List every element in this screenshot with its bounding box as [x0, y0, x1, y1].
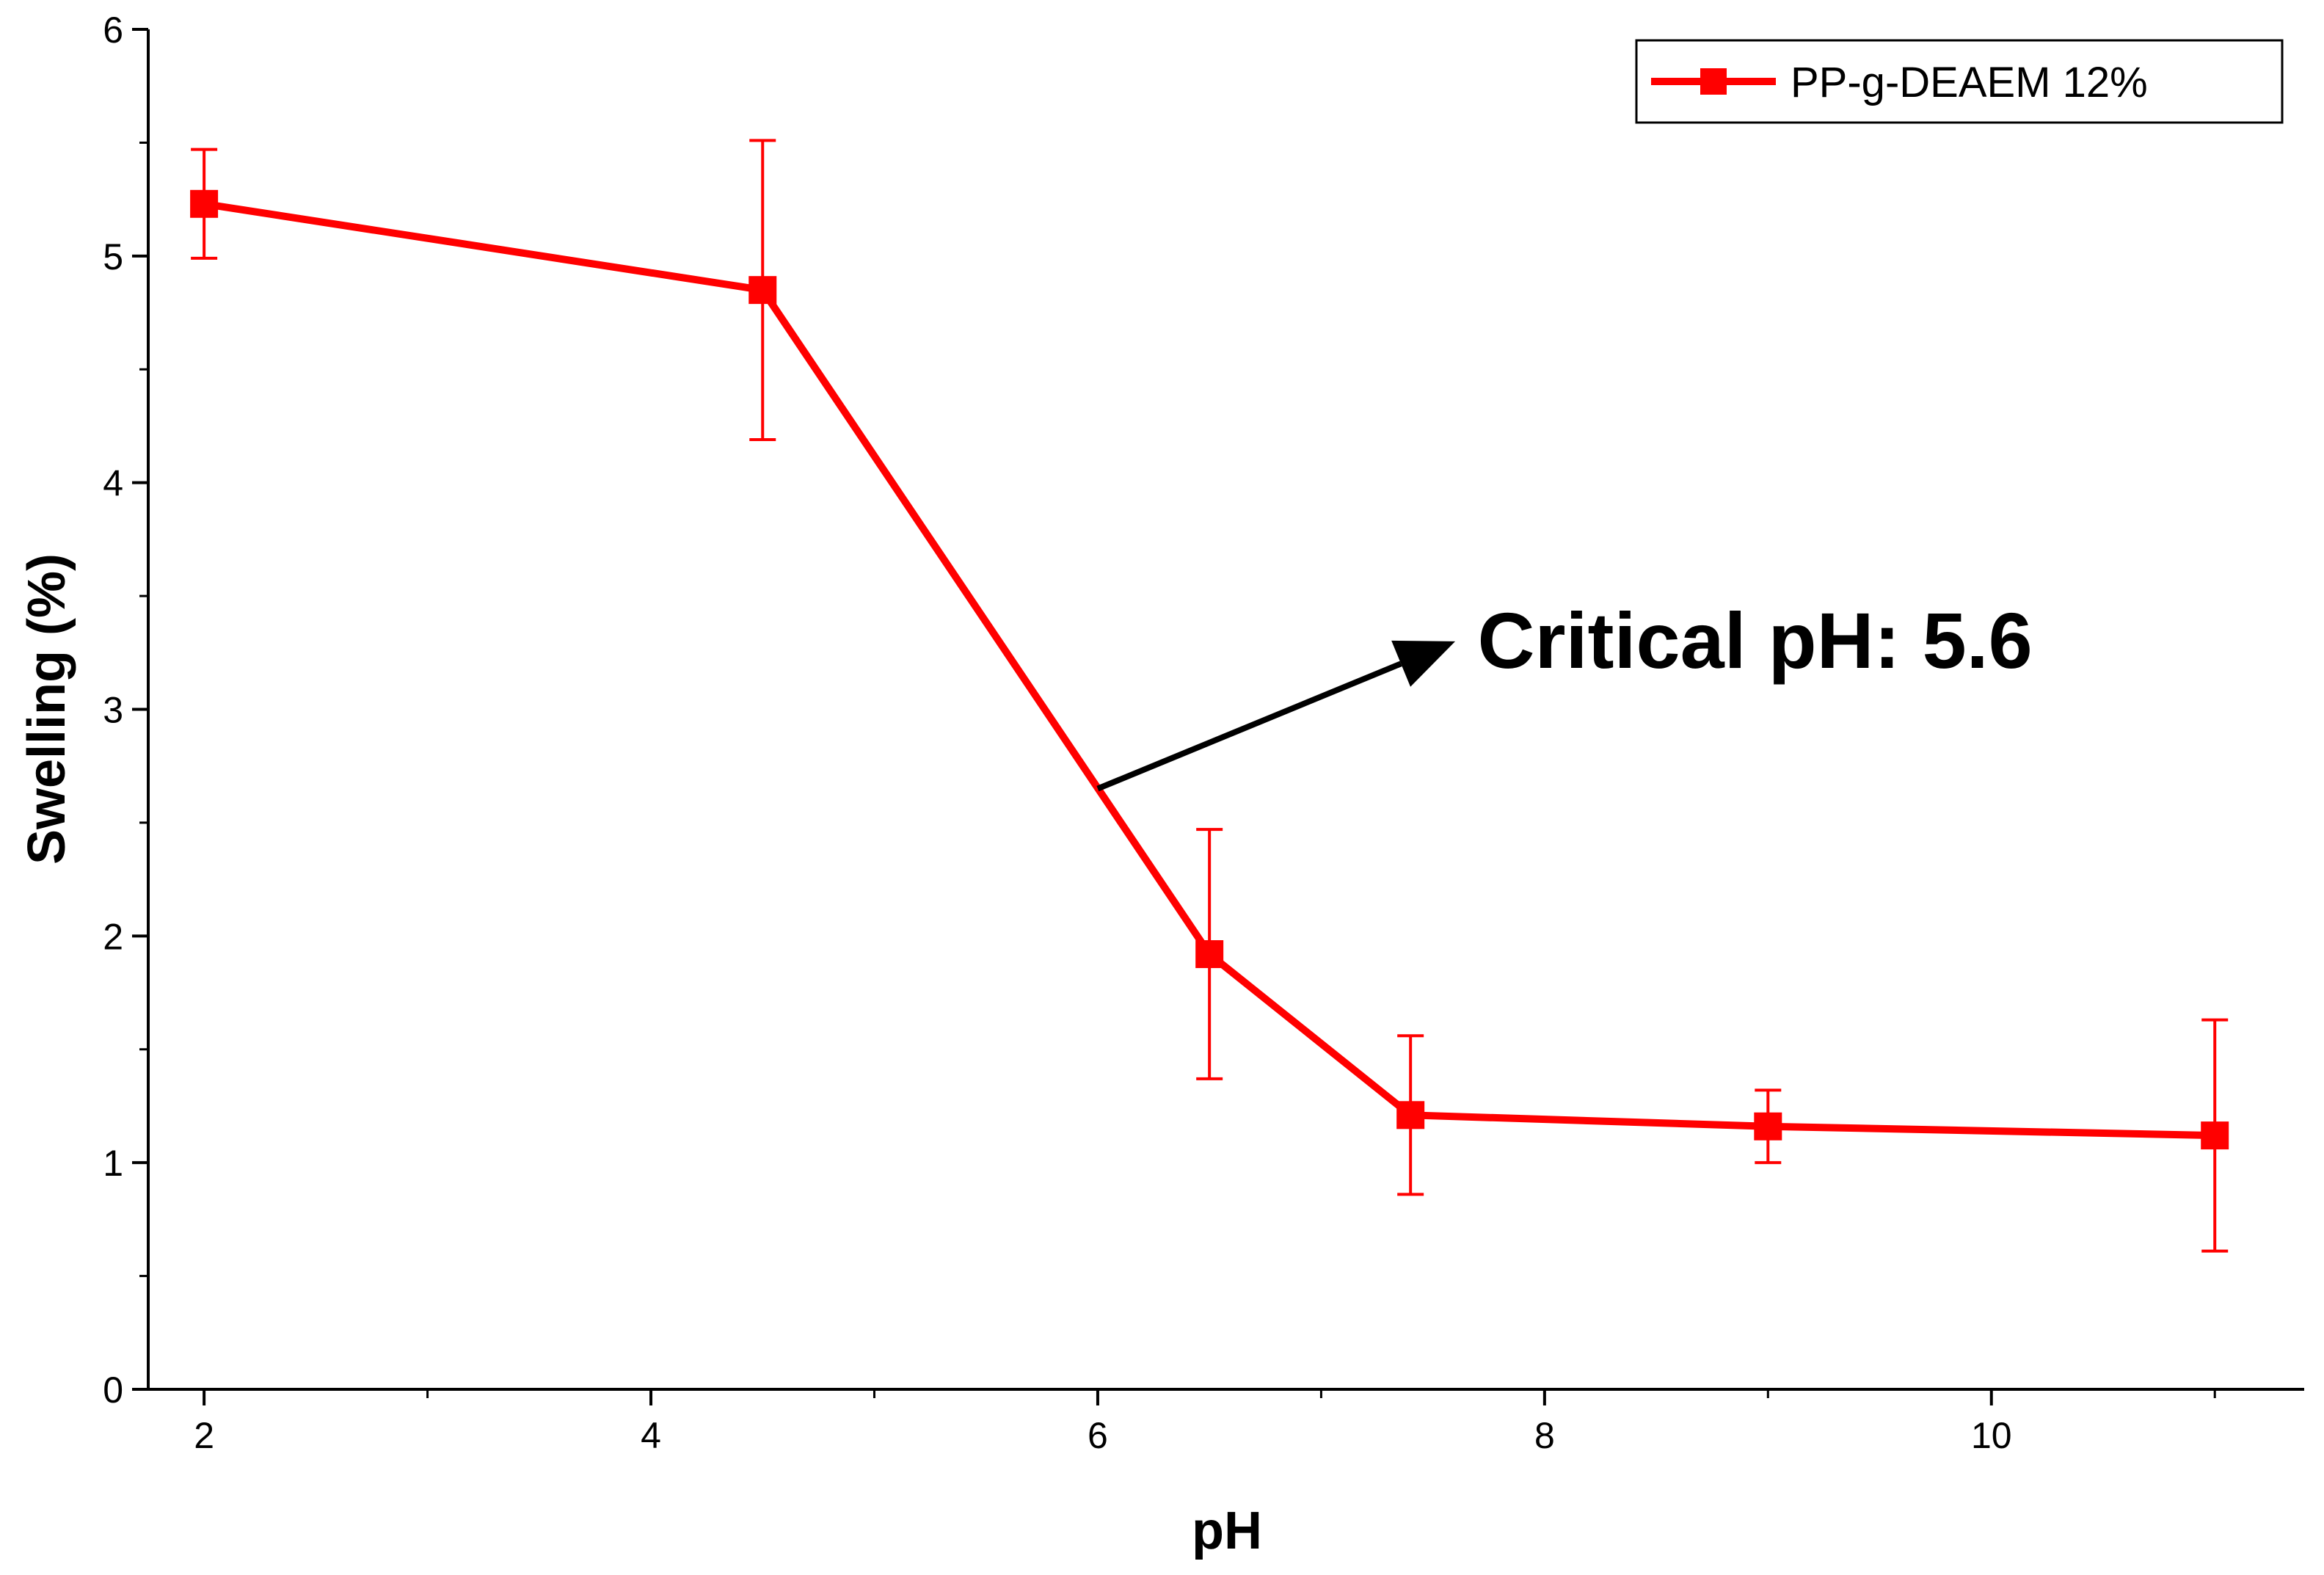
- x-tick-label: 8: [1534, 1415, 1555, 1456]
- y-tick-label: 5: [103, 236, 123, 277]
- legend-label: PP-g-DEAEM 12%: [1791, 59, 2148, 106]
- x-tick-label: 2: [194, 1415, 214, 1456]
- x-tick-label: 10: [1971, 1415, 2012, 1456]
- data-point-marker: [748, 276, 777, 305]
- x-axis-ticks: 2 4 6 8 10: [194, 1389, 2216, 1456]
- y-tick-label: 3: [103, 690, 123, 731]
- y-tick-label: 4: [103, 463, 123, 504]
- annotation-arrow-line: [1096, 661, 1402, 792]
- x-tick-label: 6: [1088, 1415, 1108, 1456]
- series-line: [203, 200, 2215, 1140]
- x-tick-label: 4: [641, 1415, 661, 1456]
- plot-frame: [147, 29, 2304, 1391]
- legend: PP-g-DEAEM 12%: [1635, 39, 2284, 124]
- series-layer: [190, 139, 2229, 1253]
- data-point-marker: [1754, 1112, 1782, 1141]
- y-tick-label: 1: [103, 1143, 123, 1184]
- y-axis-title: Swelling (%): [18, 553, 76, 865]
- annotation-arrowhead: [1391, 640, 1456, 687]
- data-point-marker: [190, 189, 219, 218]
- annotation-text: Critical pH: 5.6: [1478, 596, 2033, 685]
- y-axis-ticks: 0 1 2 3 4 5 6: [103, 10, 148, 1411]
- data-point-marker: [1396, 1101, 1425, 1130]
- data-point-marker: [1195, 940, 1224, 969]
- x-axis-title: pH: [1192, 1502, 1262, 1560]
- annotation: Critical pH: 5.6: [1096, 596, 2033, 792]
- y-tick-label: 6: [103, 10, 123, 51]
- y-tick-label: 0: [103, 1370, 123, 1411]
- data-point-marker: [2201, 1121, 2229, 1150]
- legend-marker-sample: [1700, 68, 1727, 95]
- y-tick-label: 2: [103, 916, 123, 957]
